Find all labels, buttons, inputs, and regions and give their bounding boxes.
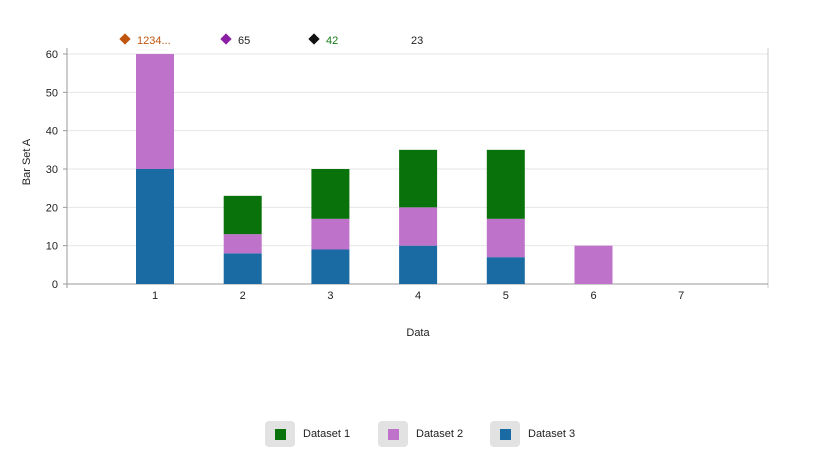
legend-swatch-dataset-2 [387,428,399,440]
legend-label-dataset-3: Dataset 3 [528,428,576,440]
info-diamond-icon [119,33,131,45]
y-tick-label: 50 [46,87,58,99]
legend-item-dataset-3[interactable]: Dataset 3 [490,420,575,448]
legend-swatch-dataset-1 [274,428,286,440]
bar-dataset-2-cat-5 [486,218,525,258]
x-tick-label: 5 [503,290,509,302]
legend-item-dataset-1[interactable]: Dataset 1 [265,420,350,448]
bar-dataset-1-cat-5 [486,149,525,219]
bar-dataset-1-cat-3 [311,169,350,219]
info-diamond-icon [220,33,232,45]
x-tick-label: 4 [415,290,421,302]
x-tick-label: 6 [590,290,596,302]
y-tick-label: 60 [46,49,58,61]
bar-dataset-2-cat-1 [136,54,174,169]
bar-dataset-3-cat-3 [311,249,350,284]
legend: Dataset 1 Dataset 2 Dataset 3 [0,420,838,448]
bar-dataset-2-cat-4 [399,207,438,246]
bar-dataset-1-cat-4 [399,149,438,208]
y-tick-label: 0 [52,279,58,291]
legend-toggle-dataset-3[interactable] [490,421,520,447]
info-value: 42 [326,35,338,47]
y-tick-label: 20 [46,202,58,214]
info-value: 65 [238,35,250,47]
x-tick-label: 7 [678,290,684,302]
bar-dataset-2-cat-6 [574,245,613,284]
x-tick-label: 3 [327,290,333,302]
y-tick-label: 30 [46,164,58,176]
x-tick-label: 2 [240,290,246,302]
legend-toggle-dataset-1[interactable] [265,421,295,447]
x-axis-title: Data [406,327,430,339]
info-diamond-icon [308,33,320,45]
bar-dataset-3-cat-5 [486,257,525,284]
y-tick-label: 10 [46,241,58,253]
bar-dataset-3-cat-1 [136,169,174,284]
bar-dataset-1-cat-2 [223,195,262,235]
legend-label-dataset-1: Dataset 1 [303,428,351,440]
y-axis-title: Bar Set A [21,138,33,185]
x-tick-label: 1 [152,290,158,302]
bar-dataset-3-cat-2 [223,253,262,284]
legend-toggle-dataset-2[interactable] [378,421,408,447]
y-tick-label: 40 [46,126,58,138]
legend-swatch-dataset-3 [499,428,511,440]
info-value: 23 [411,35,423,47]
bar-dataset-3-cat-4 [399,245,438,284]
legend-label-dataset-2: Dataset 2 [416,428,464,440]
bar-dataset-2-cat-2 [223,234,262,254]
info-value: 1234... [137,35,171,47]
legend-item-dataset-2[interactable]: Dataset 2 [378,420,463,448]
bar-dataset-2-cat-3 [311,218,350,250]
